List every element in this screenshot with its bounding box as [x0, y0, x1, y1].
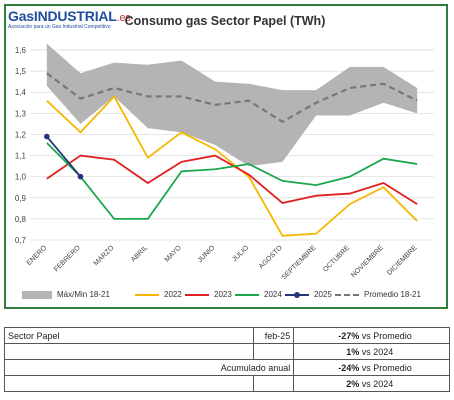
- x-tick-label: OCTUBRE: [322, 244, 351, 273]
- series-line-2025: [46, 135, 82, 178]
- y-tick-label: 1,0: [15, 173, 27, 182]
- y-tick-label: 0,8: [15, 215, 27, 224]
- x-tick-label: AGOSTO: [258, 244, 284, 270]
- legend-swatch: [22, 290, 52, 299]
- x-tick-label: ABRIL: [130, 244, 149, 263]
- legend-label: Máx/Min 18-21: [57, 290, 110, 299]
- pct-vs-2024-month: 1%: [346, 346, 360, 357]
- pct-vs-2024-acc: 2%: [346, 378, 360, 389]
- x-tick-label: JULIO: [231, 244, 250, 263]
- series-point-2025: [77, 173, 84, 180]
- legend-swatch: [335, 293, 359, 296]
- vs-promedio-month: vs Promedio: [361, 330, 412, 341]
- series-line-2024: [46, 142, 418, 220]
- x-tick-label: ENERO: [26, 244, 49, 267]
- legend-swatch: [185, 293, 209, 296]
- legend-item-2024: 2024: [235, 290, 282, 299]
- period-label: feb-25: [253, 327, 295, 344]
- sector-label: Sector Papel: [3, 327, 255, 344]
- legend-item-2023: 2023: [185, 290, 232, 299]
- vs-promedio-acc: vs Promedio: [361, 362, 412, 373]
- x-tick-label: MARZO: [93, 244, 116, 267]
- line-chart: 0,7 0,8 0,9 1,0 1,1 1,2 1,3 1,4 1,5 1,6 ENERO FEBRE…: [15, 43, 434, 281]
- y-tick-label: 1,1: [15, 152, 27, 161]
- y-tick-label: 1,3: [15, 109, 27, 118]
- legend-swatch: [235, 293, 259, 296]
- legend-label: 2024: [264, 290, 282, 299]
- accumulated-label: Acumulado anual: [3, 359, 295, 376]
- chart-legend: Máx/Min 18-21 2022 2023 2024 2025 Promedio 18…: [22, 290, 442, 304]
- y-tick-label: 1,2: [15, 130, 27, 139]
- x-tick-label: JUNIO: [197, 244, 217, 264]
- series-line-promedio-18-21: [46, 72, 418, 124]
- vs-2024-month: vs 2024: [361, 346, 394, 357]
- chart-title: Consumo gas Sector Papel (TWh): [124, 14, 326, 28]
- x-tick-label: FEBRERO: [53, 244, 82, 273]
- y-tick-label: 1,6: [15, 46, 27, 55]
- series-line-2022: [46, 94, 418, 237]
- x-tick-label: MAYO: [164, 244, 184, 264]
- y-tick-label: 0,7: [15, 236, 27, 245]
- x-tick-label: NOVIEMBRE: [350, 244, 385, 279]
- legend-label: Promedio 18-21: [364, 290, 421, 299]
- y-tick-label: 1,5: [15, 67, 27, 76]
- legend-label: 2025: [314, 290, 332, 299]
- y-tick-label: 0,9: [15, 194, 27, 203]
- legend-swatch: [135, 293, 159, 296]
- series-line-2023: [46, 154, 418, 205]
- summary-table: Sector Papel feb-25 -27% vs Promedio 1% …: [3, 327, 450, 392]
- legend-item-m-x-min-18-21: Máx/Min 18-21: [22, 290, 110, 299]
- x-tick-label: SEPTIEMBRE: [281, 244, 318, 281]
- x-tick-label: DICIEMBRE: [386, 244, 419, 277]
- legend-item-2025: 2025: [285, 290, 332, 299]
- legend-label: 2022: [164, 290, 182, 299]
- pct-vs-promedio-month: -27%: [338, 330, 360, 341]
- legend-label: 2023: [214, 290, 232, 299]
- pct-vs-promedio-acc: -24%: [338, 362, 360, 373]
- legend-item-promedio-18-21: Promedio 18-21: [335, 290, 421, 299]
- vs-2024-acc: vs 2024: [361, 378, 394, 389]
- legend-item-2022: 2022: [135, 290, 182, 299]
- y-tick-label: 1,4: [15, 88, 27, 97]
- series-point-2025: [44, 133, 50, 140]
- gasindustrial-logo: GasINDUSTRIAL.es Asociación para un Gas …: [8, 8, 131, 30]
- band-max-min-18-21: [46, 43, 418, 167]
- legend-swatch: [285, 291, 309, 298]
